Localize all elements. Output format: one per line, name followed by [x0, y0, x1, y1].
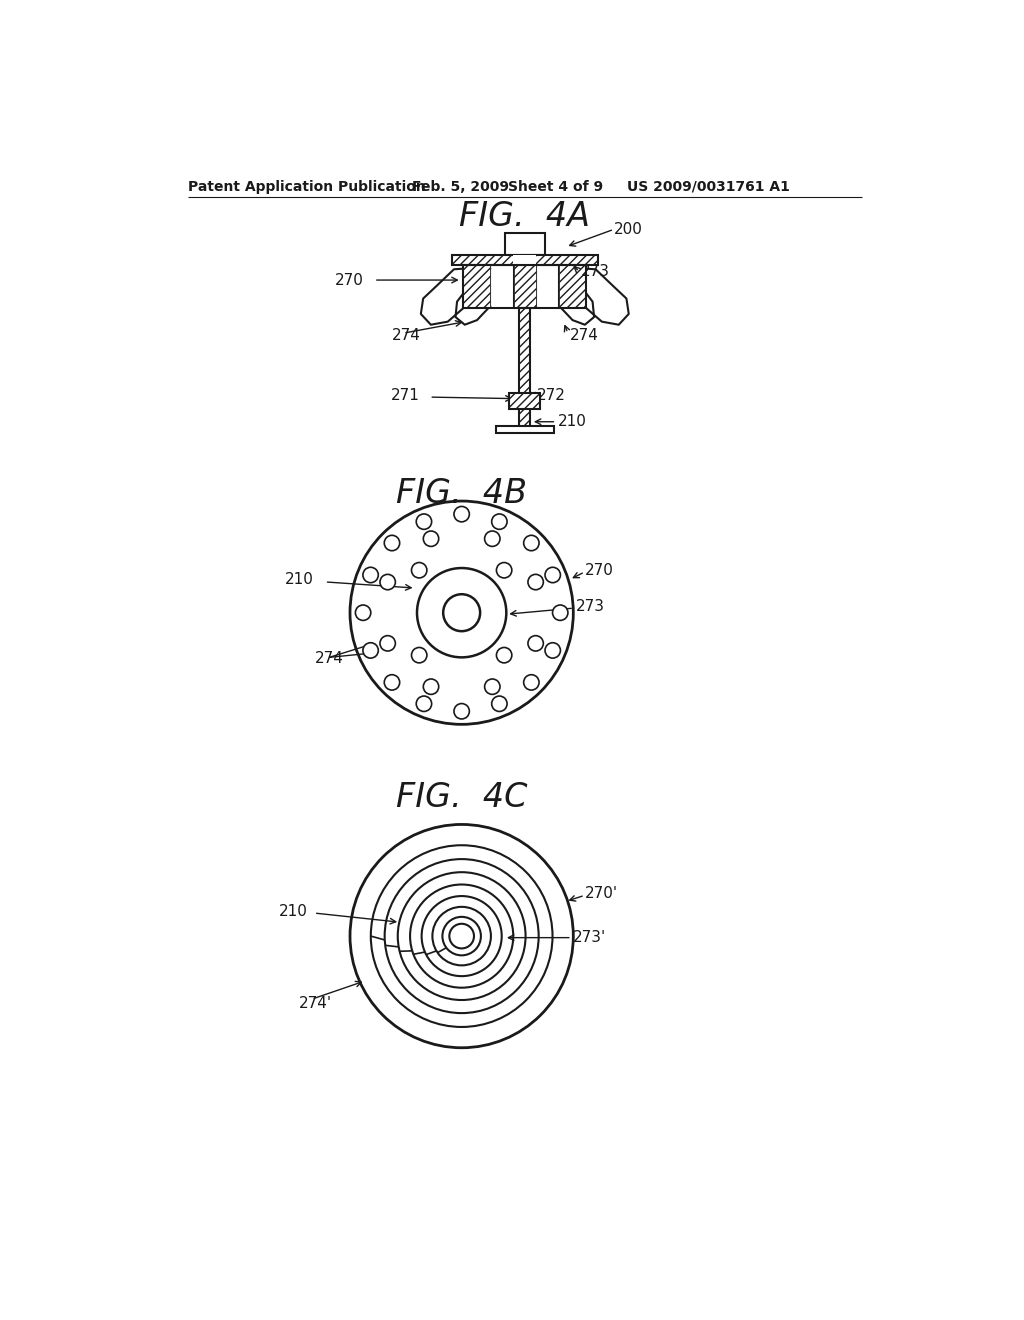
Circle shape: [497, 562, 512, 578]
Circle shape: [380, 636, 395, 651]
Circle shape: [443, 594, 480, 631]
Text: 274: 274: [569, 327, 598, 343]
Bar: [452, 255, 598, 265]
Text: 270: 270: [335, 272, 364, 288]
Bar: [513, 255, 537, 265]
Circle shape: [412, 562, 427, 578]
Text: 271: 271: [390, 388, 419, 403]
Bar: [463, 265, 490, 308]
Circle shape: [484, 678, 500, 694]
Text: 270: 270: [585, 562, 613, 578]
Bar: [519, 308, 530, 428]
Circle shape: [497, 648, 512, 663]
Text: 274': 274': [298, 997, 332, 1011]
Text: FIG.  4C: FIG. 4C: [396, 781, 527, 814]
Bar: [559, 265, 587, 308]
Circle shape: [454, 507, 469, 521]
Text: 270': 270': [585, 886, 618, 902]
Bar: [509, 393, 541, 409]
Bar: [463, 265, 587, 308]
Circle shape: [484, 531, 500, 546]
Circle shape: [523, 675, 539, 690]
Circle shape: [384, 675, 399, 690]
Circle shape: [528, 636, 544, 651]
Text: 210: 210: [558, 414, 587, 429]
Circle shape: [423, 678, 438, 694]
Circle shape: [355, 605, 371, 620]
Text: 200: 200: [614, 222, 643, 236]
Text: 273: 273: [581, 264, 610, 279]
Text: 210: 210: [285, 572, 313, 587]
Text: Patent Application Publication: Patent Application Publication: [188, 180, 426, 194]
Circle shape: [545, 643, 560, 659]
Text: 272: 272: [538, 388, 566, 403]
Circle shape: [454, 704, 469, 719]
Text: Sheet 4 of 9: Sheet 4 of 9: [508, 180, 603, 194]
Text: 273: 273: [575, 599, 604, 614]
Text: 210: 210: [279, 904, 307, 919]
Circle shape: [545, 568, 560, 582]
Bar: [452, 255, 598, 265]
Bar: [497, 426, 554, 433]
Circle shape: [553, 605, 568, 620]
Circle shape: [384, 536, 399, 550]
Circle shape: [492, 696, 507, 711]
Circle shape: [492, 513, 507, 529]
Circle shape: [528, 574, 544, 590]
Text: 274: 274: [315, 651, 344, 667]
Text: 273': 273': [573, 931, 606, 945]
Circle shape: [362, 568, 378, 582]
Text: Feb. 5, 2009: Feb. 5, 2009: [412, 180, 509, 194]
Text: FIG.  4A: FIG. 4A: [460, 199, 590, 232]
Text: FIG.  4B: FIG. 4B: [396, 477, 527, 510]
Circle shape: [416, 696, 432, 711]
Circle shape: [450, 924, 474, 949]
Bar: [505, 234, 545, 255]
Circle shape: [350, 825, 573, 1048]
Bar: [514, 265, 536, 308]
Circle shape: [412, 648, 427, 663]
Circle shape: [523, 536, 539, 550]
Text: US 2009/0031761 A1: US 2009/0031761 A1: [628, 180, 791, 194]
Circle shape: [350, 502, 573, 725]
Circle shape: [380, 574, 395, 590]
Circle shape: [362, 643, 378, 659]
Bar: [519, 308, 530, 428]
Circle shape: [417, 568, 506, 657]
Circle shape: [423, 531, 438, 546]
Bar: [509, 393, 541, 409]
Circle shape: [416, 513, 432, 529]
Text: 274: 274: [392, 327, 421, 343]
